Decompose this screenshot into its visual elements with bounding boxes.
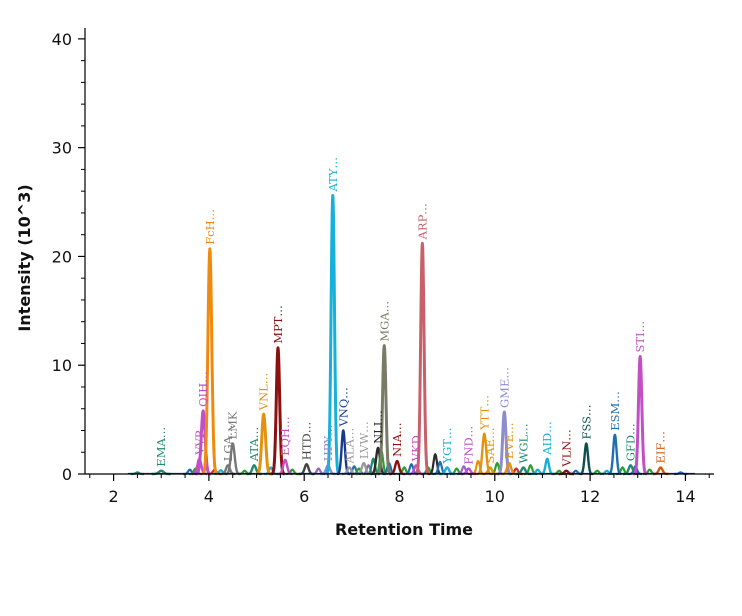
peak-label-layer: EMA… VVP… QIH… FcH… LGA…LMK ATA… VNL… MPT… EQH… H… (154, 157, 667, 468)
y-tick-label: 20 (52, 247, 72, 266)
peak-label: YGT… (440, 428, 454, 465)
peak-trace (376, 344, 393, 476)
peak-label: VKD… (409, 424, 423, 463)
peak-label: FSS… (579, 404, 593, 439)
peak-label: ARP… (415, 203, 429, 240)
peak-trace (414, 241, 431, 476)
peak-trace (201, 247, 219, 476)
x-tick-label: 14 (675, 487, 695, 506)
y-tick-label: 30 (52, 139, 72, 158)
peak-label: QIH… (196, 371, 210, 407)
peak-label: WGL… (516, 423, 530, 463)
y-axis-title: Intensity (10^3) (15, 184, 34, 331)
peak-label: ALA… (343, 428, 357, 465)
peak-label: GME… (497, 367, 511, 408)
axes: 2 4 6 8 10 12 14 0 10 20 30 40 (52, 28, 714, 506)
peak-label: GFD… (624, 423, 638, 461)
peak-label: FND… (462, 426, 476, 465)
peak-trace (496, 410, 513, 476)
peak-label: HPY… (321, 424, 335, 461)
peak-label: VVP… (192, 419, 206, 456)
peak-label: VNL… (257, 373, 271, 412)
peak-label: YTT… (477, 395, 491, 431)
x-tick-label: 8 (394, 487, 404, 506)
x-tick-label: 10 (485, 487, 505, 506)
peak-label: STI… (633, 321, 647, 353)
peak-label: FcH… (203, 209, 217, 245)
peak-trace (632, 355, 648, 476)
peak-label: EIF… (654, 431, 668, 463)
peak-trace (194, 409, 212, 476)
peak-label: LVW… (357, 421, 371, 459)
peak-label: ATY… (326, 157, 340, 192)
peak-label: ESM… (608, 391, 622, 431)
peak-trace (324, 194, 341, 476)
peak-label: VLN… (559, 429, 573, 468)
peak-trace (578, 442, 594, 476)
peak-trace (475, 432, 493, 476)
x-tick-label: 4 (204, 487, 214, 506)
x-axis-title: Retention Time (335, 520, 473, 539)
peak-label: ATA… (247, 427, 261, 463)
y-tick-label: 0 (62, 465, 72, 484)
peak-label: EMA… (154, 427, 168, 467)
x-tick-label: 6 (299, 487, 309, 506)
peak-label: MPT… (271, 305, 285, 344)
peak-label: SAE… (483, 427, 497, 463)
peak-label: AID… (540, 421, 554, 456)
peak-label: VNQ… (336, 387, 350, 427)
peak-trace (335, 429, 351, 476)
peak-trace (254, 412, 273, 476)
peak-label: NIA… (390, 422, 404, 456)
peak-label: LGA… (221, 425, 235, 462)
x-tick-label: 2 (108, 487, 118, 506)
peak-label: HTD… (300, 422, 314, 460)
peak-trace (607, 433, 623, 476)
peak-label: EVE… (502, 422, 516, 459)
peak-label: MGA… (377, 301, 391, 342)
peak-label: NLI… (371, 410, 385, 444)
y-tick-label: 10 (52, 356, 72, 375)
peak-trace (539, 457, 555, 476)
peak-trace (298, 463, 316, 476)
x-tick-label: 12 (580, 487, 600, 506)
peak-label: EQH… (278, 417, 292, 456)
peak-label: LMK (226, 411, 240, 439)
y-tick-label: 40 (52, 30, 72, 49)
